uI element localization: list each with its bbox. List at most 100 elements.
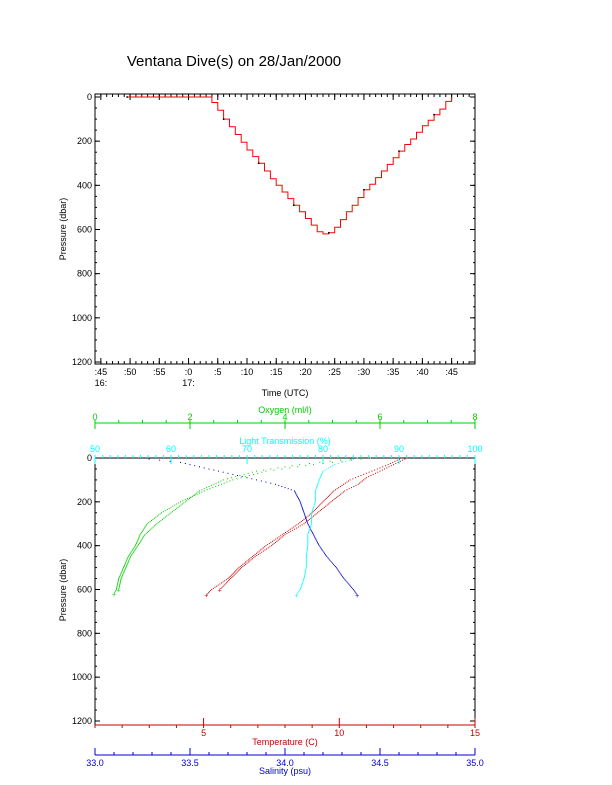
profile-point xyxy=(305,559,307,561)
profile-point xyxy=(169,460,171,462)
profile-point xyxy=(121,571,123,573)
profile-point xyxy=(319,461,321,463)
profile-point xyxy=(345,460,347,462)
profile-point xyxy=(384,468,385,470)
profile-point xyxy=(352,478,354,480)
profile-point xyxy=(326,556,328,558)
profile-point xyxy=(305,560,307,562)
profile-point xyxy=(129,557,131,559)
profile-point xyxy=(335,489,336,491)
profile-point xyxy=(284,487,286,489)
profile-point xyxy=(317,541,318,543)
profile-point xyxy=(346,481,348,483)
profile-point xyxy=(127,556,129,558)
profile-point xyxy=(299,500,301,502)
profile-point xyxy=(307,543,309,544)
profile-point xyxy=(142,536,144,538)
profile-point xyxy=(214,586,216,588)
profile-point xyxy=(280,535,282,537)
profile-point xyxy=(138,543,140,544)
profile-point xyxy=(338,487,340,489)
profile-point xyxy=(117,582,119,584)
profile-point xyxy=(140,540,142,542)
profile-point xyxy=(208,486,210,487)
profile-point xyxy=(222,581,224,583)
profile-point xyxy=(305,558,307,560)
profile-point xyxy=(341,575,343,577)
axis-label: Oxygen (ml/l) xyxy=(258,405,312,415)
profile-point xyxy=(299,525,301,527)
profile-point xyxy=(236,478,238,480)
profile-point xyxy=(161,512,162,514)
profile-point xyxy=(314,495,316,497)
profile-point xyxy=(216,585,218,587)
y-tick-label: 0 xyxy=(87,453,92,463)
profile-point xyxy=(235,570,237,572)
profile-point xyxy=(294,490,295,492)
x-tick-label: :40 xyxy=(416,367,429,377)
profile-point xyxy=(203,488,205,490)
profile-point xyxy=(227,578,229,579)
profile-point xyxy=(177,506,179,508)
profile-point xyxy=(326,496,328,498)
tick-label: 50 xyxy=(90,444,100,454)
profile-point xyxy=(235,476,237,478)
profile-point xyxy=(117,581,119,583)
profile-point xyxy=(305,516,306,518)
profile-point xyxy=(351,487,352,489)
profile-point xyxy=(275,541,276,543)
profile-point xyxy=(129,558,131,560)
profile-point xyxy=(126,559,128,561)
dive-profile-point xyxy=(398,150,400,153)
profile-point xyxy=(126,558,128,560)
profile-point xyxy=(395,463,397,464)
profile-point xyxy=(208,592,209,594)
profile-point xyxy=(229,579,231,581)
x-tick-label: :5 xyxy=(214,367,222,377)
profile-point xyxy=(401,457,403,459)
profile-point xyxy=(303,579,305,581)
profile-point xyxy=(118,578,120,579)
x-tick-label: :15 xyxy=(270,367,283,377)
profile-point xyxy=(139,534,141,536)
profile-point xyxy=(263,469,265,471)
profile-point xyxy=(238,569,240,571)
x-tick-label: :20 xyxy=(299,367,312,377)
profile-point xyxy=(341,574,343,576)
profile-point xyxy=(159,513,161,515)
profile-series: + xyxy=(138,457,359,600)
profile-point xyxy=(396,459,398,461)
profile-point xyxy=(119,582,121,584)
profile-point xyxy=(320,475,322,476)
profile-point xyxy=(251,471,253,473)
profile-point xyxy=(316,540,318,542)
profile-point xyxy=(138,457,140,459)
tick-label: 33.5 xyxy=(181,758,199,768)
profile-point xyxy=(307,538,309,540)
profile-point xyxy=(310,517,312,519)
profile-point xyxy=(364,478,366,480)
profile-point xyxy=(320,547,322,549)
profile-point xyxy=(141,530,143,532)
profile-point xyxy=(220,483,222,485)
profile-point xyxy=(120,573,122,575)
tick-label: 34.5 xyxy=(371,758,389,768)
profile-point xyxy=(300,503,302,505)
profile-point xyxy=(173,510,175,512)
profile-point xyxy=(143,528,145,530)
profile-point xyxy=(343,578,345,579)
profile-point xyxy=(327,495,329,497)
profile-point xyxy=(203,467,205,469)
profile-point xyxy=(301,583,303,585)
profile-point xyxy=(294,528,295,530)
profile-point xyxy=(262,550,264,552)
profile-end-marker: + xyxy=(294,593,298,600)
profile-point xyxy=(180,504,182,506)
profile-point xyxy=(309,463,310,464)
profile-point xyxy=(365,477,367,479)
profile-point xyxy=(159,521,161,523)
profile-point xyxy=(298,498,299,499)
x-axis-temperature: 5 10 15 Temperature (C) xyxy=(94,718,480,747)
